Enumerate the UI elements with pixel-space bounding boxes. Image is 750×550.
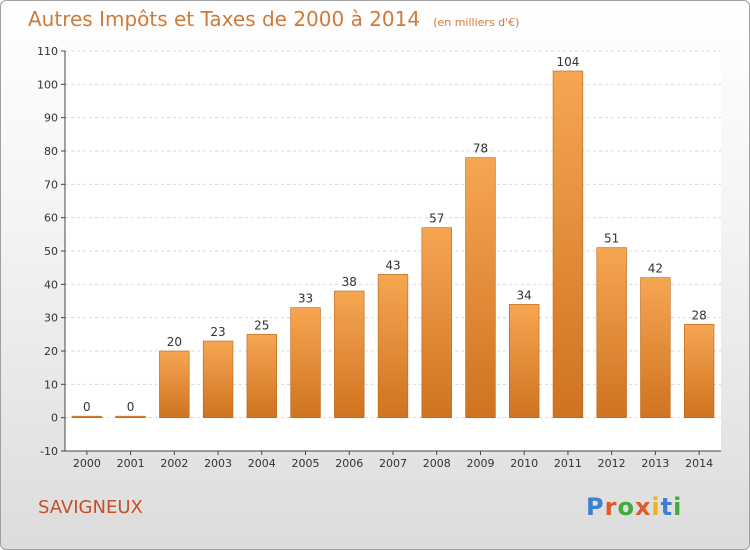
logo-letter: i	[673, 493, 683, 521]
bar	[509, 304, 540, 418]
location-label: SAVIGNEUX	[38, 497, 143, 518]
bar	[290, 307, 321, 418]
bar	[683, 324, 715, 418]
y-tick-label: 30	[44, 312, 58, 325]
bar	[640, 277, 671, 418]
chart-title: Autres Impôts et Taxes de 2000 à 2014	[28, 7, 421, 31]
bar	[465, 157, 496, 418]
bar	[596, 247, 627, 418]
y-tick-label: 100	[37, 78, 58, 91]
bar-value-label: 34	[517, 288, 532, 302]
bar	[246, 334, 277, 418]
y-tick-label: 70	[44, 178, 58, 191]
bar-value-label: 0	[83, 400, 91, 414]
bar-value-label: 28	[691, 308, 706, 322]
y-tick-label: 90	[44, 112, 58, 125]
bar-value-label: 51	[604, 232, 619, 246]
x-tick-label: 2013	[641, 457, 669, 470]
logo-letter: r	[604, 493, 618, 521]
bar-value-label: 38	[342, 275, 357, 289]
y-tick-label: 50	[44, 245, 58, 258]
x-tick-label: 2011	[554, 457, 582, 470]
x-tick-label: 2003	[204, 457, 232, 470]
y-tick-label: -10	[40, 445, 58, 458]
bar-value-label: 104	[556, 55, 579, 69]
x-tick-label: 2004	[248, 457, 276, 470]
logo-letter: i	[651, 493, 661, 521]
x-tick-label: 2000	[73, 457, 101, 470]
y-tick-label: 10	[44, 378, 58, 391]
bar	[159, 350, 190, 418]
x-tick-label: 2010	[510, 457, 538, 470]
x-tick-label: 2002	[160, 457, 188, 470]
chart-subtitle: (en milliers d'€)	[433, 16, 520, 29]
bar	[115, 415, 146, 418]
x-tick-label: 2008	[423, 457, 451, 470]
bar-value-label: 23	[210, 325, 225, 339]
bar-value-label: 42	[648, 262, 663, 276]
y-tick-label: 110	[37, 45, 58, 58]
logo-letter: t	[660, 493, 674, 521]
bar-value-label: 33	[298, 292, 313, 306]
x-tick-label: 2014	[685, 457, 713, 470]
bar-value-label: 20	[167, 335, 182, 349]
bar-value-label: 0	[127, 400, 135, 414]
y-tick-label: 40	[44, 278, 58, 291]
logo-letter: x	[634, 493, 652, 521]
logo-letter: P	[586, 493, 605, 521]
bar	[377, 274, 409, 418]
x-tick-label: 2005	[292, 457, 320, 470]
y-tick-label: 20	[44, 345, 58, 358]
bar	[334, 290, 365, 418]
y-tick-label: 0	[51, 412, 58, 425]
bar-value-label: 25	[254, 318, 269, 332]
bar-value-label: 57	[429, 212, 444, 226]
x-tick-label: 2001	[117, 457, 145, 470]
x-tick-label: 2012	[598, 457, 626, 470]
bar	[421, 227, 452, 418]
bar-value-label: 43	[385, 258, 400, 272]
x-tick-label: 2009	[466, 457, 494, 470]
logo-letter: o	[617, 493, 635, 521]
proxiti-logo[interactable]: Proxiti	[586, 493, 682, 521]
y-tick-label: 80	[44, 145, 58, 158]
bar-value-label: 78	[473, 142, 488, 156]
bar	[202, 340, 234, 418]
title-group: Autres Impôts et Taxes de 2000 à 2014 (e…	[28, 7, 519, 31]
x-tick-label: 2007	[379, 457, 407, 470]
y-tick-label: 60	[44, 212, 58, 225]
bar	[71, 415, 103, 418]
x-tick-label: 2006	[335, 457, 363, 470]
bar	[552, 70, 584, 418]
